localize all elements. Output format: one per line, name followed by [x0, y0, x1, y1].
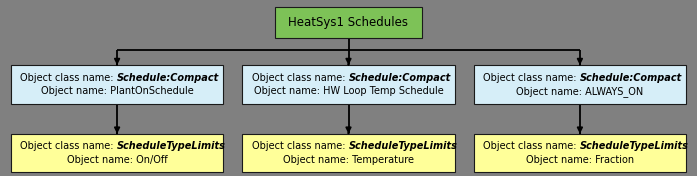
Text: Object name: HW Loop Temp Schedule: Object name: HW Loop Temp Schedule	[254, 86, 443, 96]
Text: Object name: On/Off: Object name: On/Off	[67, 155, 167, 165]
Bar	[243, 65, 455, 104]
Text: ScheduleTypeLimits: ScheduleTypeLimits	[580, 141, 689, 151]
Text: Object class name:: Object class name:	[252, 73, 348, 83]
Text: Schedule:Compact: Schedule:Compact	[580, 73, 682, 83]
Text: HeatSys1 Schedules: HeatSys1 Schedules	[289, 16, 408, 29]
Text: Object class name:: Object class name:	[20, 73, 117, 83]
Text: Object name: Temperature: Object name: Temperature	[283, 155, 414, 165]
Bar	[11, 65, 224, 104]
Text: ScheduleTypeLimits: ScheduleTypeLimits	[117, 141, 226, 151]
Bar	[474, 65, 686, 104]
Text: ScheduleTypeLimits: ScheduleTypeLimits	[348, 141, 457, 151]
Bar	[474, 134, 686, 172]
Text: Schedule:Compact: Schedule:Compact	[348, 73, 451, 83]
Text: Schedule:Compact: Schedule:Compact	[117, 73, 220, 83]
Bar	[275, 7, 422, 38]
Text: Object class name:: Object class name:	[252, 141, 348, 151]
Text: Object name: Fraction: Object name: Fraction	[526, 155, 634, 165]
Text: Object class name:: Object class name:	[20, 141, 117, 151]
Text: Object name: ALWAYS_ON: Object name: ALWAYS_ON	[516, 86, 643, 97]
Text: Object class name:: Object class name:	[483, 73, 580, 83]
Text: Object name: PlantOnSchedule: Object name: PlantOnSchedule	[40, 86, 194, 96]
Bar	[11, 134, 224, 172]
Text: Object class name:: Object class name:	[483, 141, 580, 151]
Bar	[243, 134, 455, 172]
